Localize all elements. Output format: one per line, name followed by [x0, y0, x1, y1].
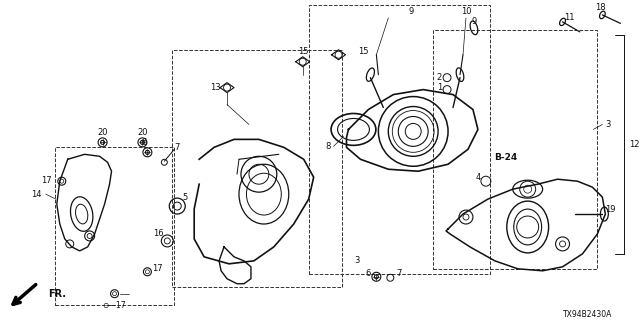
Text: 4: 4 — [476, 173, 481, 182]
Text: 3: 3 — [605, 120, 611, 129]
Text: TX94B2430A: TX94B2430A — [563, 310, 612, 319]
Text: 14: 14 — [31, 190, 42, 199]
Text: 15: 15 — [358, 47, 369, 56]
Text: 16: 16 — [153, 229, 163, 238]
Text: 6: 6 — [365, 269, 371, 278]
Text: 9: 9 — [408, 7, 414, 16]
Bar — [172, 50, 342, 287]
Text: 1: 1 — [437, 83, 442, 92]
Bar — [308, 5, 490, 274]
Text: 17: 17 — [41, 176, 52, 185]
Text: 20: 20 — [137, 128, 148, 137]
Text: 7: 7 — [174, 143, 180, 152]
Text: 13: 13 — [211, 83, 221, 92]
Text: 12: 12 — [629, 140, 640, 149]
Text: 18: 18 — [595, 4, 605, 12]
Text: 5: 5 — [182, 193, 188, 202]
Bar — [433, 30, 597, 269]
Text: 8: 8 — [325, 142, 331, 151]
Text: ⊙—17: ⊙—17 — [103, 301, 126, 310]
Text: 11: 11 — [564, 13, 575, 22]
Text: 15: 15 — [298, 47, 309, 56]
Text: 6: 6 — [141, 138, 147, 147]
Text: 3: 3 — [355, 256, 360, 265]
Text: 7: 7 — [396, 269, 402, 278]
Text: B-24: B-24 — [494, 153, 517, 162]
Text: 20: 20 — [97, 128, 108, 137]
Text: 10: 10 — [461, 7, 471, 16]
Bar — [55, 147, 174, 305]
Text: 17: 17 — [152, 264, 163, 273]
Text: 19: 19 — [605, 204, 616, 213]
Text: 2: 2 — [437, 73, 442, 82]
Text: FR.: FR. — [48, 289, 66, 299]
Text: 9: 9 — [471, 17, 477, 27]
